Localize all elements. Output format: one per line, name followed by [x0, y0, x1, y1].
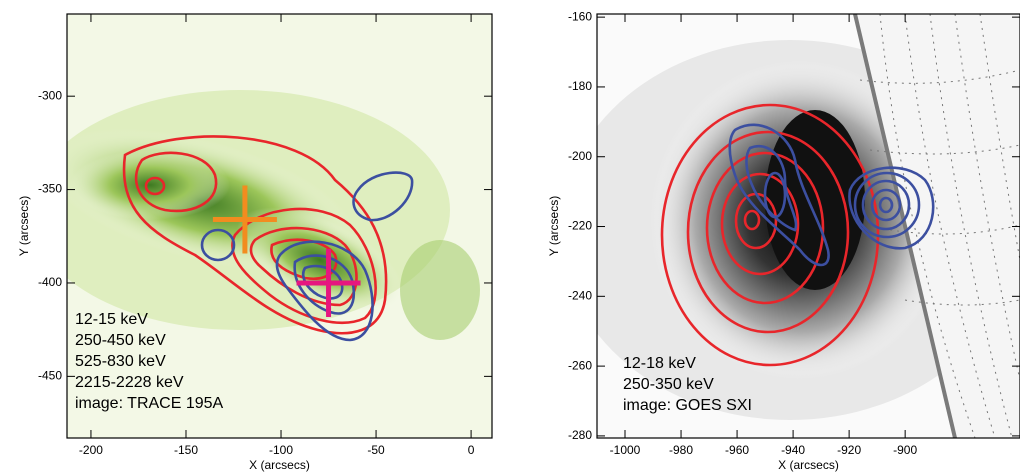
image-label: image: GOES SXI: [623, 397, 752, 414]
cross-marker: [296, 248, 361, 317]
legend-entry: 2215-2228 keV: [75, 374, 184, 391]
y-axis-label: Y (arcsecs): [17, 196, 31, 256]
x-tick-label: 0: [468, 443, 475, 457]
sxi-image: [597, 14, 1020, 438]
image-label: image: TRACE 195A: [75, 395, 224, 412]
x-tick-label: -100: [269, 443, 293, 457]
legend-entry: 250-350 keV: [623, 376, 714, 393]
x-tick-label: -1000: [610, 443, 641, 457]
y-tick-label: -200: [568, 149, 592, 163]
plot-frame: [66, 13, 493, 439]
x-tick-label: -980: [669, 443, 693, 457]
y-axis-label: Y (arcsecs): [547, 196, 561, 256]
y-tick-label: -180: [568, 79, 592, 93]
y-tick-label: -260: [568, 358, 592, 372]
x-tick-label: -200: [79, 443, 103, 457]
legend-entry: 525-830 keV: [75, 353, 166, 370]
legend-entry: 12-18 keV: [623, 355, 696, 372]
y-tick-label: -400: [38, 275, 62, 289]
legend-entry: 12-15 keV: [75, 311, 148, 328]
x-tick-label: -900: [893, 443, 917, 457]
plot-frame: [596, 13, 1020, 439]
trace-image: [67, 14, 492, 438]
y-tick-label: -350: [38, 182, 62, 196]
y-tick-label: -280: [568, 428, 592, 442]
y-tick-label: -160: [568, 9, 592, 23]
cross-marker: [212, 185, 277, 254]
y-tick-label: -240: [568, 288, 592, 302]
y-tick-label: -450: [38, 369, 62, 383]
y-tick-label: -220: [568, 219, 592, 233]
legend-entry: 250-450 keV: [75, 332, 166, 349]
x-tick-label: -150: [174, 443, 198, 457]
x-tick-label: -50: [367, 443, 385, 457]
x-axis-label: X (arcsecs): [778, 458, 839, 472]
contours-right: [660, 103, 935, 367]
y-tick-label: -300: [38, 88, 62, 102]
x-tick-label: -940: [781, 443, 805, 457]
x-tick-label: -920: [837, 443, 861, 457]
x-tick-label: -960: [725, 443, 749, 457]
x-axis-label: X (arcsecs): [249, 458, 310, 472]
